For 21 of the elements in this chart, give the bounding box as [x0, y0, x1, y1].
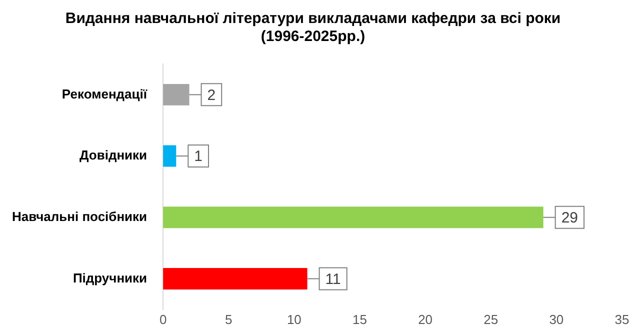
data-label: 11: [325, 270, 341, 288]
bar: [163, 84, 190, 106]
x-tick-label: 20: [418, 312, 433, 327]
x-tick-label: 25: [484, 312, 498, 327]
y-tick-label: Навчальні посібники: [12, 208, 148, 224]
data-label: 2: [207, 86, 216, 104]
data-label: 1: [194, 148, 203, 166]
x-tick-label: 15: [352, 312, 367, 327]
bar: [163, 145, 176, 167]
y-tick-label: Рекомендації: [62, 86, 148, 102]
x-tick-label: 0: [159, 312, 167, 327]
chart-title: Видання навчальної літератури викладачами кафедри за всі роки (1996-2025рр.): [65, 10, 561, 46]
y-tick-label: Довідники: [79, 148, 148, 163]
x-tick-label: 10: [286, 312, 302, 327]
x-tick-label: 5: [225, 312, 232, 327]
bar: [163, 206, 544, 228]
x-tick-label: 30: [549, 312, 564, 327]
data-label: 29: [561, 210, 578, 227]
x-tick-label: 35: [614, 312, 630, 327]
y-tick-label: Підручники: [72, 270, 148, 286]
bar: [163, 268, 308, 290]
